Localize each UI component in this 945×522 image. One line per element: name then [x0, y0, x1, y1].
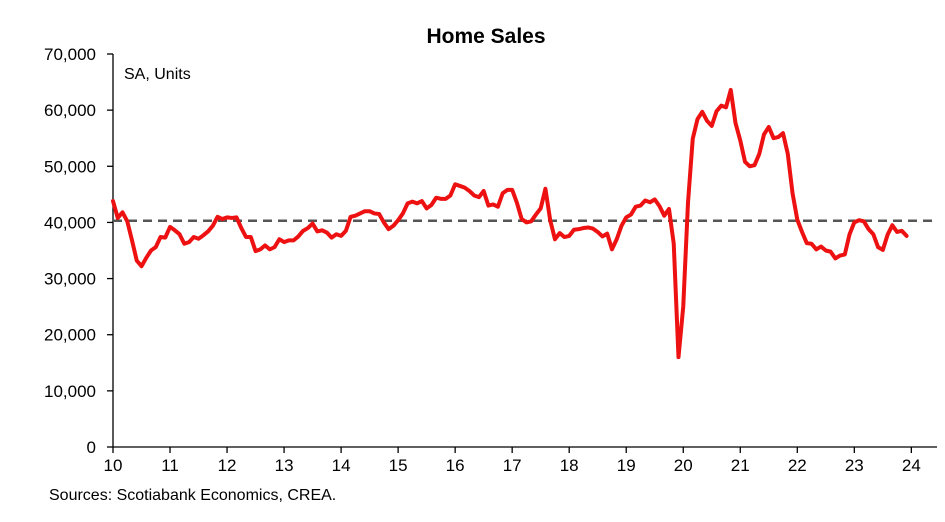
- x-tick-label: 22: [788, 456, 807, 475]
- y-tick-label: 20,000: [44, 326, 96, 345]
- y-axis: 0 10,000 20,000 30,000 40,000 50,000 60,000 70,…: [44, 45, 114, 457]
- x-tick-label: 16: [446, 456, 465, 475]
- x-tick-label: 18: [560, 456, 579, 475]
- units-annotation: SA, Units: [124, 66, 191, 83]
- x-tick-label: 19: [617, 456, 636, 475]
- series-layer: [111, 87, 909, 360]
- x-tick-label: 21: [731, 456, 750, 475]
- x-axis: 10 11 12 13 14 15 16 17 18 19 20 21 22 23 24: [104, 446, 937, 475]
- y-tick-label: 0: [87, 438, 96, 457]
- x-tick-label: 20: [674, 456, 693, 475]
- source-note: Sources: Scotiabank Economics, CREA.: [49, 487, 337, 504]
- y-tick-label: 40,000: [44, 213, 96, 232]
- x-tick-label: 10: [104, 456, 123, 475]
- x-tick-label: 17: [503, 456, 522, 475]
- chart-title: Home Sales: [426, 25, 545, 48]
- x-tick-label: 13: [275, 456, 294, 475]
- x-tick-label: 23: [845, 456, 864, 475]
- x-tick-label: 15: [389, 456, 408, 475]
- x-tick-label: 24: [902, 456, 921, 475]
- y-tick-label: 60,000: [44, 101, 96, 120]
- x-tick-label: 12: [218, 456, 237, 475]
- y-tick-label: 50,000: [44, 157, 96, 176]
- y-tick-label: 30,000: [44, 270, 96, 289]
- y-tick-label: 70,000: [44, 45, 96, 64]
- x-tick-label: 11: [161, 456, 179, 475]
- x-tick-label: 14: [332, 456, 351, 475]
- home-sales-line: [111, 87, 909, 360]
- y-tick-label: 10,000: [44, 382, 96, 401]
